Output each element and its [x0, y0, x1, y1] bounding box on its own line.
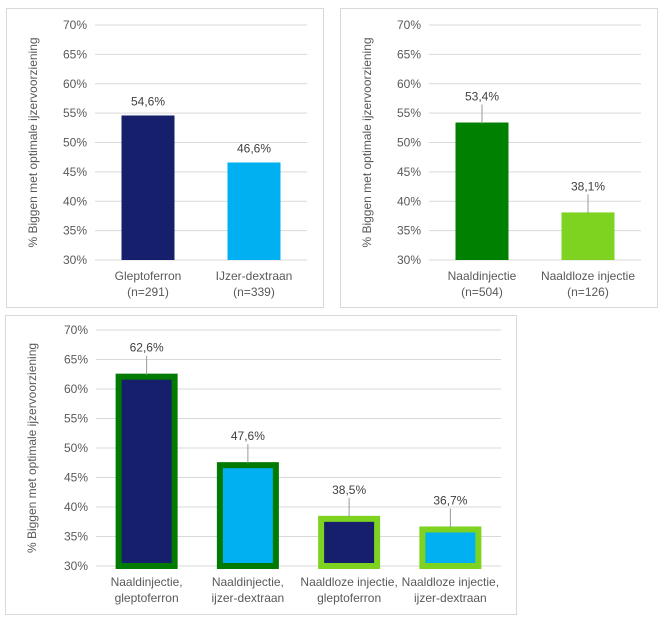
data-label: 38,5%: [332, 483, 366, 497]
y-tick-label: 45%: [397, 165, 421, 179]
y-tick-label: 35%: [63, 224, 87, 238]
y-tick-label: 40%: [63, 194, 87, 208]
y-tick-label: 70%: [63, 18, 87, 32]
chart-panel-injection-method: 30% 35% 40% 45% 50% 55% 60% 65% 70% % Biggen met …: [340, 8, 658, 308]
bar: [419, 526, 482, 569]
y-tick-label: 60%: [64, 382, 88, 396]
y-tick-label: 70%: [397, 18, 421, 32]
y-tick-label: 30%: [64, 559, 88, 573]
y-tick-label: 35%: [397, 224, 421, 238]
x-tick-label: (n=126): [567, 285, 609, 299]
data-label: 46,6%: [237, 141, 271, 155]
y-tick-label: 55%: [64, 412, 88, 426]
y-tick-label: 40%: [397, 194, 421, 208]
y-axis-label: % Biggen met optimale ijzervoorziening: [25, 343, 39, 553]
x-tick-label: gleptoferron: [115, 591, 179, 605]
data-label: 38,1%: [571, 179, 605, 193]
y-tick-label: 55%: [397, 106, 421, 120]
x-tick-label: Naaldloze injectie,: [402, 575, 499, 589]
y-axis-label: % Biggen met optimale ijzervoorziening: [26, 37, 40, 247]
y-tick-label: 45%: [63, 165, 87, 179]
x-tick-label: (n=504): [461, 285, 503, 299]
y-tick-label: 60%: [63, 77, 87, 91]
y-tick-label: 65%: [63, 47, 87, 61]
y-tick-label: 60%: [397, 77, 421, 91]
x-tick-label: Gleptoferron: [115, 269, 182, 283]
x-tick-label: (n=291): [127, 285, 169, 299]
y-tick-label: 30%: [397, 253, 421, 267]
chart-panel-injectable-type: 30% 35% 40% 45% 50% 55% 60% 65% 70% % Biggen met …: [6, 8, 324, 308]
y-tick-label: 30%: [63, 253, 87, 267]
y-tick-label: 55%: [63, 106, 87, 120]
x-tick-label: gleptoferron: [317, 591, 381, 605]
data-label: 62,6%: [130, 341, 164, 355]
y-axis-label: % Biggen met optimale ijzervoorziening: [360, 37, 374, 247]
data-label: 47,6%: [231, 429, 265, 443]
y-tick-label: 50%: [64, 441, 88, 455]
y-tick-label: 65%: [397, 47, 421, 61]
y-tick-label: 65%: [64, 353, 88, 367]
bar: [318, 515, 381, 570]
x-tick-label: Naaldloze injectie: [541, 269, 635, 283]
bar: [227, 162, 281, 260]
y-tick-label: 50%: [63, 136, 87, 150]
x-tick-label: Naaldinjectie: [448, 269, 517, 283]
chart-panel-combined: 30% 35% 40% 45% 50% 55% 60% 65% 70% % Biggen met …: [5, 315, 517, 615]
x-tick-label: Naaldloze injectie,: [300, 575, 397, 589]
data-label: 36,7%: [433, 493, 467, 507]
bar: [115, 373, 178, 569]
y-tick-label: 45%: [64, 471, 88, 485]
bar: [216, 462, 279, 569]
x-tick-label: Naaldinjectie,: [212, 575, 284, 589]
bar: [455, 122, 509, 261]
y-tick-label: 70%: [64, 323, 88, 337]
y-tick-label: 50%: [397, 136, 421, 150]
bar: [561, 212, 615, 260]
y-tick-label: 40%: [64, 500, 88, 514]
data-label: 53,4%: [465, 90, 499, 104]
y-tick-label: 35%: [64, 530, 88, 544]
x-tick-label: IJzer-dextraan: [216, 269, 293, 283]
x-tick-label: ijzer-dextraan: [212, 591, 285, 605]
x-tick-label: Naaldinjectie,: [111, 575, 183, 589]
bar: [121, 115, 175, 260]
data-label: 54,6%: [131, 94, 165, 108]
x-tick-label: (n=339): [233, 285, 275, 299]
x-tick-label: ijzer-dextraan: [414, 591, 487, 605]
